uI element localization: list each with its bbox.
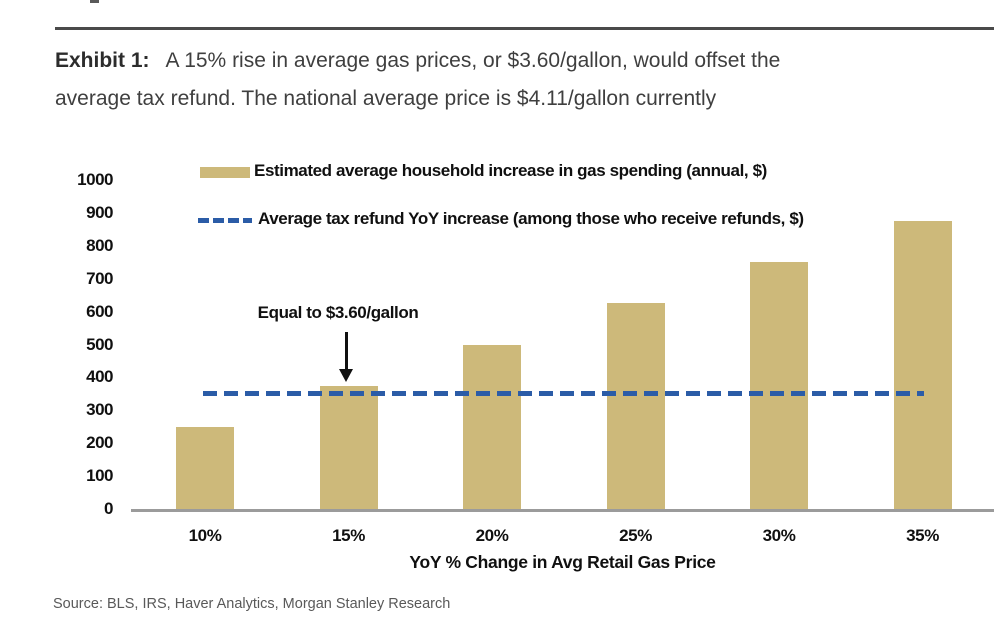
legend-item-tax-refund: Average tax refund YoY increase (among t… [198,209,804,229]
x-axis-line [131,509,994,512]
divider-rule [55,27,994,30]
title-line-2: average tax refund. The national average… [55,87,717,110]
annotation-arrow [345,332,348,370]
bar-series-swatch-icon [200,167,250,178]
source-note: Source: BLS, IRS, Haver Analytics, Morga… [53,596,451,612]
y-tick-label-100: 100 [86,466,113,486]
y-tick-label-1000: 1000 [77,170,113,189]
exhibit-number-label: Exhibit 1: [55,49,150,72]
bar-25% [606,303,665,509]
x-tick-label-35%: 35% [906,526,939,545]
y-tick-label-700: 700 [86,268,113,288]
x-tick-label-10%: 10% [188,526,222,545]
x-tick-label-25%: 25% [619,526,652,545]
x-axis-title: YoY % Change in Avg Retail Gas Price [409,552,716,572]
y-tick-label-300: 300 [86,400,113,420]
bar-15% [319,385,378,509]
y-tick-label-400: 400 [86,367,113,387]
refund-dashed-line [203,391,924,397]
bar-30% [750,262,808,509]
y-tick-label-200: 200 [86,433,113,453]
annotation-arrowhead-icon [339,369,353,382]
cropped-text-fragment [90,0,99,3]
x-tick-label-15%: 15% [332,526,365,545]
exhibit-title: Exhibit 1: A 15% rise in average gas pric… [55,42,945,118]
bar-35% [893,221,952,509]
title-text-line-1: A 15% rise in average gas prices, or $3.… [165,49,781,72]
bar-10% [176,426,234,509]
y-tick-label-600: 600 [86,301,113,321]
x-tick-label-20%: 20% [475,526,509,545]
y-tick-label-900: 900 [86,202,113,222]
dashed-line-swatch-icon [198,218,252,223]
title-line-1: Exhibit 1: A 15% rise in average gas pric… [55,42,945,80]
y-tick-label-0: 0 [104,499,113,518]
x-tick-label-30%: 30% [762,526,796,545]
legend-label-tax-refund: Average tax refund YoY increase (among t… [258,209,804,228]
legend-item-gas-spending: Estimated average household increase in … [200,161,767,181]
legend-label-gas-spending: Estimated average household increase in … [254,161,767,180]
y-tick-label-800: 800 [86,235,113,255]
annotation-label: Equal to $3.60/gallon [257,303,419,322]
bar-20% [463,344,521,509]
y-tick-label-500: 500 [86,334,113,354]
